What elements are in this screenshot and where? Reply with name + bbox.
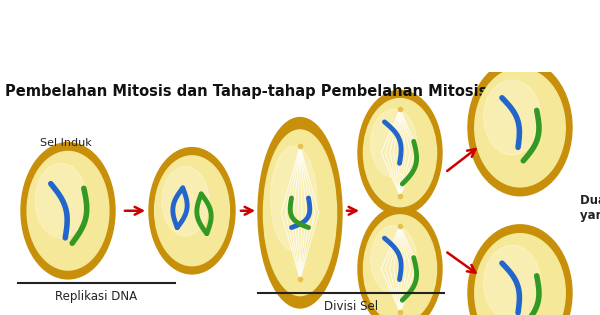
- Ellipse shape: [371, 109, 417, 177]
- Ellipse shape: [364, 99, 437, 207]
- Ellipse shape: [263, 130, 337, 295]
- Ellipse shape: [364, 215, 437, 315]
- Text: Dua sel anakan
yang dihasilkan: Dua sel anakan yang dihasilkan: [580, 194, 600, 222]
- Ellipse shape: [475, 234, 565, 315]
- Text: Mitosis: Mitosis: [15, 25, 161, 59]
- Ellipse shape: [162, 167, 209, 236]
- Ellipse shape: [484, 80, 541, 155]
- Ellipse shape: [358, 90, 442, 215]
- Ellipse shape: [484, 245, 541, 315]
- Ellipse shape: [258, 117, 342, 308]
- Text: Pembelahan Mitosis dan Tahap-tahap Pembelahan Mitosis: Pembelahan Mitosis dan Tahap-tahap Pembe…: [5, 84, 487, 100]
- Text: Divisi Sel: Divisi Sel: [324, 300, 378, 313]
- Ellipse shape: [468, 225, 572, 315]
- Ellipse shape: [468, 60, 572, 196]
- Ellipse shape: [27, 152, 109, 270]
- Ellipse shape: [271, 146, 317, 251]
- Ellipse shape: [149, 148, 235, 274]
- Ellipse shape: [475, 68, 565, 187]
- Text: Sel Induk: Sel Induk: [40, 138, 92, 148]
- Ellipse shape: [371, 226, 417, 294]
- Text: Replikasi DNA: Replikasi DNA: [55, 290, 137, 303]
- Ellipse shape: [21, 143, 115, 279]
- Ellipse shape: [358, 207, 442, 315]
- Ellipse shape: [35, 163, 87, 238]
- Ellipse shape: [155, 156, 229, 266]
